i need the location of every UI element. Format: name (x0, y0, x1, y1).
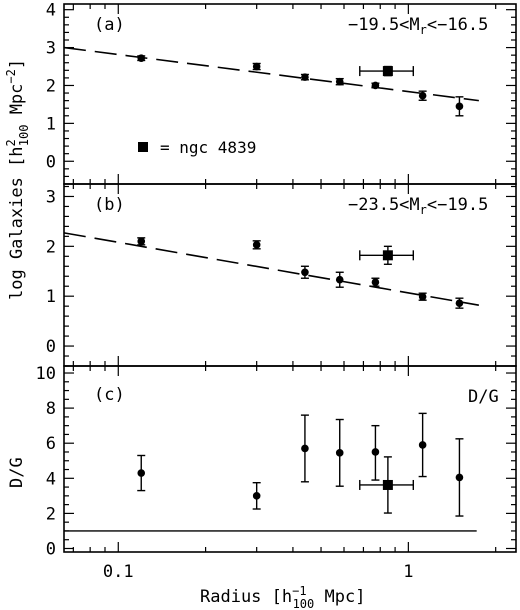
y-axis-title-top: log Galaxies [h2100 Mpc−2] (4, 59, 31, 300)
data-point-c (252, 492, 261, 500)
y-tick-label: 10 (36, 364, 56, 384)
panel-c-dg-label: D/G (468, 387, 499, 407)
data-point-a (335, 77, 344, 86)
data-point-a (252, 62, 261, 71)
data-point-c (418, 441, 427, 449)
data-point-b (455, 299, 464, 307)
y-tick-label: 1 (46, 287, 56, 307)
data-point-c (301, 444, 309, 453)
panel-a-mag-range: −19.5<Mr<−16.5 (348, 15, 488, 37)
y-tick-label: 6 (46, 434, 56, 454)
y-axis-title-bottom: D/G (7, 457, 27, 488)
panel-b-tag: (b) (94, 195, 125, 215)
data-point-b (252, 241, 261, 249)
data-point-a (418, 91, 427, 100)
panel-c-frame (63, 365, 517, 553)
data-point-a (371, 81, 380, 90)
y-tick-label: 2 (46, 504, 56, 524)
data-point-a (301, 73, 309, 81)
y-tick-label: 0 (46, 539, 56, 559)
data-point-c (137, 469, 146, 477)
ngc4839-point-b (382, 250, 393, 261)
data-point-b (418, 292, 427, 301)
data-point-b (301, 268, 309, 277)
y-tick-label: 0 (46, 152, 56, 172)
y-tick-label: 0 (46, 337, 56, 357)
ngc4839-point-a (382, 66, 393, 77)
y-tick-label: 4 (46, 1, 56, 21)
ngc4839-point-c (382, 479, 393, 490)
data-point-b (335, 275, 344, 284)
y-tick-label: 4 (46, 469, 56, 489)
fit-line-b (63, 232, 479, 306)
data-point-b (371, 278, 380, 287)
x-tick-label: 0.1 (103, 562, 134, 582)
y-tick-label: 2 (46, 237, 56, 257)
x-tick-label: 1 (403, 562, 413, 582)
data-point-a (137, 54, 146, 62)
y-tick-label: 1 (46, 114, 56, 134)
panel-c-tag: (c) (94, 385, 125, 405)
panel-b-mag-range: −23.5<Mr<−19.5 (348, 195, 488, 217)
panel-a-tag: (a) (94, 15, 125, 35)
data-point-c (335, 449, 344, 457)
y-tick-label: 3 (46, 39, 56, 59)
data-point-c (371, 448, 380, 456)
fit-line-a (63, 46, 479, 102)
x-axis-title: Radius [h−1 100 Mpc] (200, 584, 365, 610)
data-point-a (455, 102, 464, 111)
data-point-c (455, 473, 464, 482)
y-tick-label: 3 (46, 187, 56, 207)
marks-layer (63, 46, 479, 532)
legend-square-marker (138, 142, 148, 152)
y-tick-label: 8 (46, 399, 56, 419)
legend-label: = ngc 4839 (160, 138, 256, 157)
y-tick-label: 2 (46, 76, 56, 96)
data-point-b (137, 237, 146, 246)
